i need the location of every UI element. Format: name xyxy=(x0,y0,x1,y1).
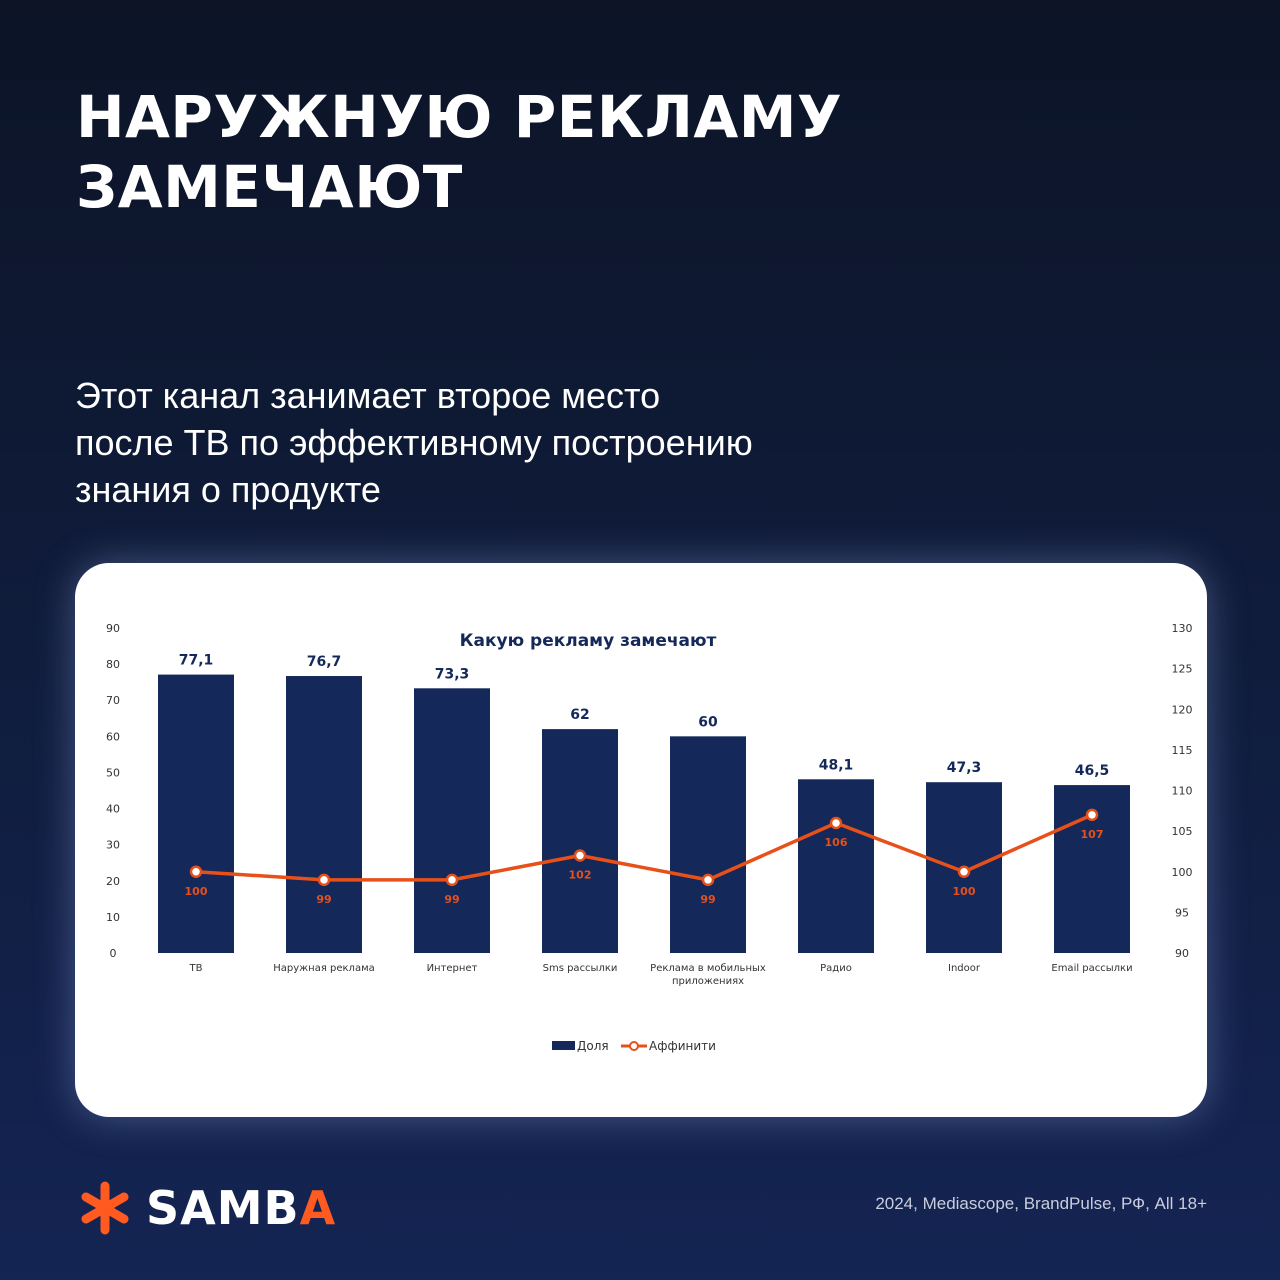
right-axis-tick: 90 xyxy=(1175,947,1189,960)
left-axis-tick: 80 xyxy=(106,658,120,671)
chart-title: Какую рекламу замечают xyxy=(460,631,717,651)
category-label: Наружная реклама xyxy=(273,963,375,974)
affinity-point xyxy=(957,865,971,878)
right-axis-tick: 95 xyxy=(1175,906,1189,919)
bar-value-label: 46,5 xyxy=(1075,763,1110,779)
logo-main-text: SAMB xyxy=(146,1181,300,1235)
affinity-value-label: 102 xyxy=(569,869,592,882)
page-title-line-1: НАРУЖНУЮ РЕКЛАМУ xyxy=(76,83,843,151)
left-axis-tick: 0 xyxy=(110,947,117,960)
asterisk-icon xyxy=(81,1181,129,1235)
legend-line-marker xyxy=(629,1041,639,1051)
bar xyxy=(798,779,874,953)
bar-value-label: 73,3 xyxy=(435,666,470,682)
affinity-point xyxy=(189,865,203,878)
category-label: Sms рассылки xyxy=(543,963,618,974)
legend-line-label: Аффинити xyxy=(649,1039,716,1053)
bar-value-label: 48,1 xyxy=(819,757,854,773)
right-axis-tick: 105 xyxy=(1172,825,1193,838)
category-label: ТВ xyxy=(189,963,203,974)
page-title: НАРУЖНУЮ РЕКЛАМУ ЗАМЕЧАЮТ xyxy=(76,82,842,222)
logo-wordmark: SAMBA xyxy=(146,1181,336,1235)
logo-accent-letter: A xyxy=(299,1181,337,1235)
affinity-point xyxy=(1085,808,1099,822)
affinity-value-label: 106 xyxy=(825,836,848,849)
right-axis-tick: 130 xyxy=(1172,622,1193,635)
samba-logo: SAMBA xyxy=(78,1180,336,1236)
affinity-point xyxy=(445,873,459,887)
bar xyxy=(286,676,362,953)
affinity-point xyxy=(573,849,587,862)
bar-value-label: 77,1 xyxy=(179,653,214,669)
category-label: Email рассылки xyxy=(1051,963,1132,974)
page-title-line-2: ЗАМЕЧАЮТ xyxy=(76,153,463,221)
category-label: Интернет xyxy=(427,963,478,974)
affinity-value-label: 99 xyxy=(444,893,459,906)
bar xyxy=(158,674,234,953)
legend-bar-label: Доля xyxy=(577,1039,609,1053)
right-axis-tick: 125 xyxy=(1172,663,1193,676)
right-axis-tick: 110 xyxy=(1172,785,1193,798)
category-labels: ТВ Наружная реклама Интернет Sms рассылки Ре… xyxy=(189,963,1133,987)
bar-series xyxy=(158,674,1130,953)
category-label: Indoor xyxy=(948,963,981,974)
bar-value-label: 60 xyxy=(698,714,718,730)
left-axis-tick: 20 xyxy=(106,875,120,888)
subtitle-line-1: Этот канал занимает второе место xyxy=(75,375,661,416)
left-axis-tick: 90 xyxy=(106,622,120,635)
left-axis-tick: 70 xyxy=(106,694,120,707)
legend-bar-swatch xyxy=(552,1041,575,1050)
bar xyxy=(542,729,618,953)
bar-value-label: 76,7 xyxy=(307,654,342,670)
combo-chart: Какую рекламу замечают 0 10 20 30 40 50 60 70 80… xyxy=(106,622,1193,1053)
right-axis-tick: 120 xyxy=(1172,703,1193,716)
subtitle-line-2: после ТВ по эффективному построению xyxy=(75,422,753,463)
affinity-line xyxy=(195,813,1093,882)
left-axis-tick: 10 xyxy=(106,911,120,924)
chart-legend: Доля Аффинити xyxy=(552,1039,716,1053)
affinity-value-label: 107 xyxy=(1081,828,1104,841)
left-axis-tick: 60 xyxy=(106,730,120,743)
affinity-value-label: 99 xyxy=(700,893,715,906)
affinity-point xyxy=(701,873,715,887)
line-series: 100 99 99 102 99 106 100 107 xyxy=(185,808,1104,906)
bar xyxy=(414,688,490,953)
left-axis: 0 10 20 30 40 50 60 70 80 90 xyxy=(106,622,120,960)
affinity-point xyxy=(829,816,843,830)
affinity-point xyxy=(317,873,331,887)
source-note: 2024, Mediascope, BrandPulse, РФ, All 18… xyxy=(875,1194,1207,1213)
left-axis-tick: 40 xyxy=(106,803,120,816)
affinity-value-label: 100 xyxy=(185,885,208,898)
affinity-value-label: 99 xyxy=(316,893,331,906)
right-axis-tick: 100 xyxy=(1172,866,1193,879)
left-axis-tick: 30 xyxy=(106,839,120,852)
bar-value-label: 62 xyxy=(570,707,589,723)
bar xyxy=(670,736,746,953)
page-subtitle: Этот канал занимает второе место после Т… xyxy=(75,372,753,513)
right-axis-tick: 115 xyxy=(1172,744,1193,757)
chart-card: Какую рекламу замечают 0 10 20 30 40 50 60 70 80… xyxy=(75,563,1207,1117)
category-label: Реклама в мобильных приложениях xyxy=(650,963,766,987)
category-label: Радио xyxy=(820,963,852,974)
left-axis-tick: 50 xyxy=(106,766,120,779)
affinity-value-label: 100 xyxy=(953,885,976,898)
subtitle-line-3: знания о продукте xyxy=(75,469,381,510)
right-axis: 90 95 100 105 110 115 120 125 130 xyxy=(1172,622,1193,960)
bar-value-labels: 77,1 76,7 73,3 62 60 48,1 47,3 46,5 xyxy=(179,653,1110,780)
bar-value-label: 47,3 xyxy=(947,760,982,776)
